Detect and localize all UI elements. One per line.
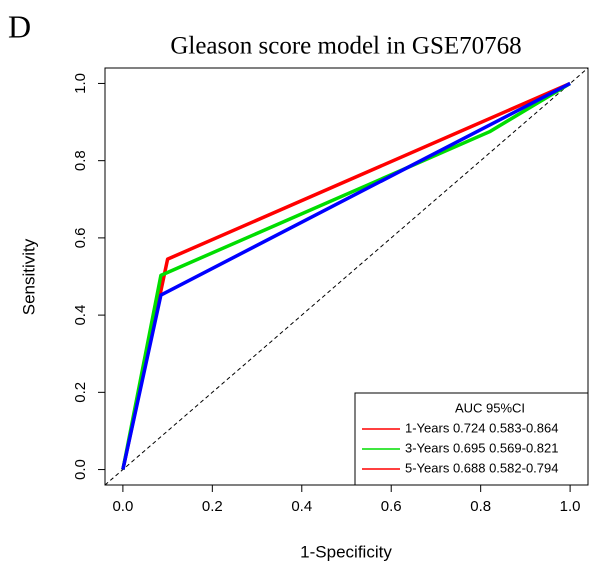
reference-diagonal xyxy=(105,68,588,485)
roc-curve xyxy=(121,81,572,470)
y-tick-label: 0.8 xyxy=(72,150,89,171)
x-tick-label: 1.0 xyxy=(560,498,581,515)
y-tick-label: 0.6 xyxy=(72,227,89,248)
x-tick-label: 0.4 xyxy=(291,498,312,515)
x-tick-label: 0.8 xyxy=(470,498,491,515)
y-tick-label: 0.2 xyxy=(72,382,89,403)
plot-frame xyxy=(104,67,589,486)
x-tick-label: 0.0 xyxy=(112,498,133,515)
y-tick-label: 0.4 xyxy=(72,305,89,326)
panel-label: D xyxy=(8,8,31,44)
chart-title: Gleason score model in GSE70768 xyxy=(170,33,521,60)
legend-label: 5-Years 0.688 0.582-0.794 xyxy=(405,460,558,475)
legend-title: AUC 95%CI xyxy=(455,400,525,415)
plot-area xyxy=(105,68,588,485)
legend-label: 3-Years 0.695 0.569-0.821 xyxy=(405,440,558,455)
y-axis-label: Sensitivity xyxy=(19,238,38,315)
roc-curve xyxy=(121,81,571,470)
y-tick-label: 0.0 xyxy=(72,459,89,480)
x-axis-label: 1-Specificity xyxy=(300,542,392,561)
y-tick-label: 1.0 xyxy=(72,73,89,94)
legend-label: 1-Years 0.724 0.583-0.864 xyxy=(405,420,558,435)
x-tick-label: 0.2 xyxy=(202,498,223,515)
x-tick-label: 0.6 xyxy=(381,498,402,515)
